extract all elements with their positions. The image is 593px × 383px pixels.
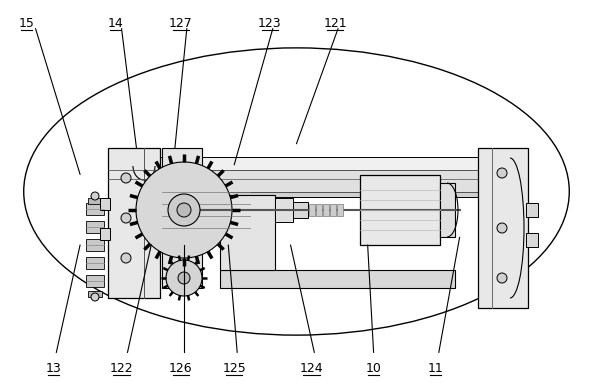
- Bar: [108, 192, 528, 197]
- Bar: [526, 233, 538, 247]
- Circle shape: [178, 272, 190, 284]
- Circle shape: [497, 273, 507, 283]
- Text: 124: 124: [299, 362, 323, 375]
- Text: 14: 14: [108, 17, 123, 30]
- Text: 126: 126: [169, 362, 193, 375]
- Bar: [100, 228, 110, 240]
- Bar: [526, 203, 538, 217]
- Bar: [88, 198, 102, 204]
- Text: 121: 121: [323, 17, 347, 30]
- Bar: [220, 270, 455, 288]
- Circle shape: [121, 253, 131, 263]
- Text: 10: 10: [366, 362, 381, 375]
- Bar: [220, 195, 275, 270]
- Text: 11: 11: [428, 362, 444, 375]
- Circle shape: [497, 223, 507, 233]
- Circle shape: [91, 192, 99, 200]
- Bar: [108, 170, 528, 192]
- Bar: [275, 198, 293, 222]
- Bar: [316, 204, 322, 216]
- Circle shape: [121, 213, 131, 223]
- Circle shape: [91, 293, 99, 301]
- Bar: [88, 291, 102, 297]
- Bar: [293, 202, 308, 218]
- Bar: [337, 204, 343, 216]
- Bar: [100, 198, 110, 210]
- Text: 127: 127: [169, 17, 193, 30]
- Circle shape: [497, 168, 507, 178]
- Bar: [330, 204, 336, 216]
- Text: 15: 15: [19, 17, 34, 30]
- Circle shape: [168, 194, 200, 226]
- Bar: [309, 204, 315, 216]
- Bar: [440, 183, 455, 237]
- Bar: [86, 275, 104, 287]
- Circle shape: [121, 173, 131, 183]
- Circle shape: [136, 162, 232, 258]
- Circle shape: [166, 260, 202, 296]
- Bar: [323, 204, 329, 216]
- Bar: [86, 221, 104, 233]
- Bar: [86, 257, 104, 269]
- Text: 125: 125: [222, 362, 246, 375]
- Bar: [478, 148, 528, 308]
- Bar: [86, 203, 104, 215]
- Text: 13: 13: [46, 362, 61, 375]
- Text: 122: 122: [110, 362, 133, 375]
- Bar: [360, 175, 440, 245]
- Bar: [162, 148, 202, 288]
- Bar: [108, 157, 528, 170]
- Bar: [86, 239, 104, 251]
- Bar: [108, 148, 160, 298]
- Circle shape: [177, 203, 191, 217]
- Text: 123: 123: [258, 17, 282, 30]
